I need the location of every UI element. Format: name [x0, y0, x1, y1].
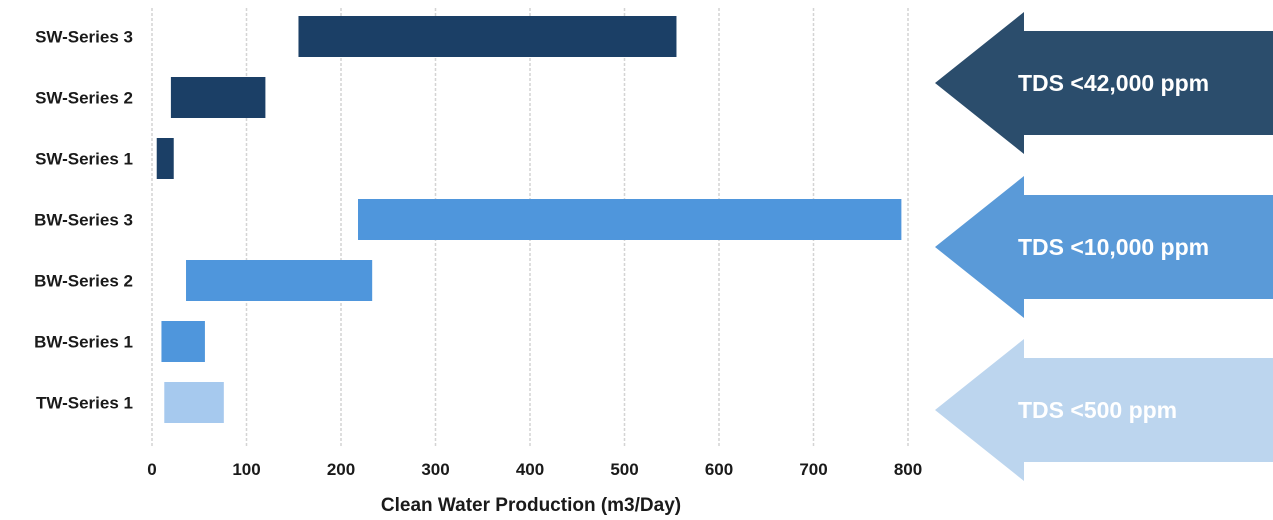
category-label: SW-Series 1 [35, 150, 133, 169]
category-label: BW-Series 2 [34, 272, 133, 291]
tds-arrow-bw [935, 176, 1273, 318]
category-label: TW-Series 1 [36, 394, 133, 413]
tds-arrow-sw [935, 12, 1273, 154]
tds-arrow-tw [935, 339, 1273, 481]
category-label: BW-Series 3 [34, 211, 133, 230]
x-axis-title: Clean Water Production (m3/Day) [381, 495, 681, 516]
bar-sw-series-3 [298, 16, 677, 57]
x-tick-label: 400 [516, 460, 544, 479]
category-label: BW-Series 1 [34, 333, 133, 352]
x-tick-label: 0 [147, 460, 156, 479]
bar-bw-series-3 [358, 199, 902, 240]
x-tick-label: 200 [327, 460, 355, 479]
bar-bw-series-2 [186, 260, 373, 301]
category-label: SW-Series 3 [35, 28, 133, 47]
x-tick-label: 300 [421, 460, 449, 479]
bar-sw-series-1 [156, 138, 174, 179]
x-tick-label: 700 [799, 460, 827, 479]
bar-sw-series-2 [170, 77, 266, 118]
tds-arrow-label: TDS <500 ppm [1018, 397, 1177, 423]
category-labels: SW-Series 3 SW-Series 2 SW-Series 1 BW-Seri… [34, 28, 133, 413]
category-label: SW-Series 2 [35, 89, 133, 108]
x-tick-label: 500 [610, 460, 638, 479]
bars [156, 16, 902, 423]
tds-arrow-label: TDS <42,000 ppm [1018, 70, 1209, 96]
tds-arrows: TDS <42,000 ppm TDS <10,000 ppm TDS <500 p… [935, 12, 1273, 481]
x-tick-label: 800 [894, 460, 922, 479]
tds-arrow-label: TDS <10,000 ppm [1018, 234, 1209, 260]
x-tick-label: 600 [705, 460, 733, 479]
x-tick-label: 100 [232, 460, 260, 479]
bar-bw-series-1 [161, 321, 205, 362]
bar-tw-series-1 [164, 382, 224, 423]
x-tick-labels: 0 100 200 300 400 500 600 700 800 [147, 460, 922, 479]
